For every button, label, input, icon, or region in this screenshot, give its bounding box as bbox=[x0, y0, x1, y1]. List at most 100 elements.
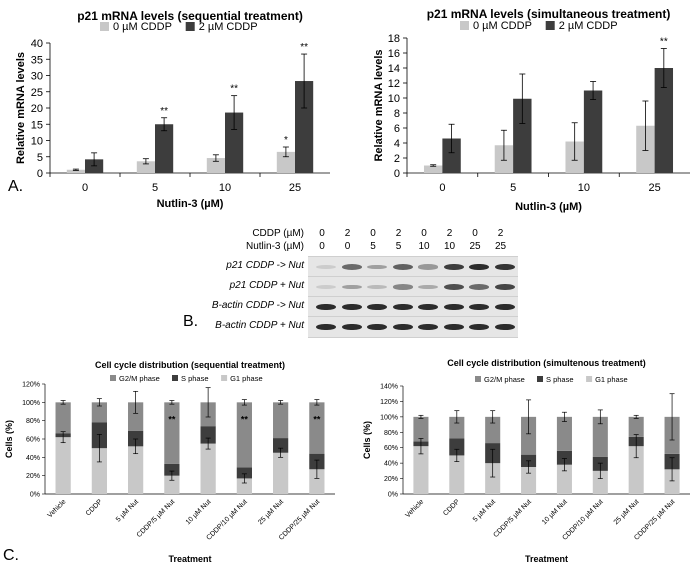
chartC2-category-4: 10 µM Nut bbox=[541, 498, 569, 526]
chartC2-bar-s2-c4 bbox=[556, 416, 572, 451]
chartC1-category-5: CDDP/10 µM Nut bbox=[206, 498, 249, 541]
blot-header-value-1-4: 10 bbox=[418, 241, 430, 252]
blot-band-0-2 bbox=[367, 264, 387, 270]
chartA2-category-3: 25 bbox=[649, 182, 661, 194]
chartA2-bar-s0-c0 bbox=[423, 165, 443, 173]
blot-band-0-1 bbox=[341, 264, 362, 270]
chartA2-bar-s1-c3 bbox=[654, 68, 674, 173]
blot-header-name-1: Nutlin-3 (µM) bbox=[246, 241, 304, 252]
blot-header-value-1-6: 25 bbox=[469, 241, 481, 252]
chartA2-category-1: 5 bbox=[510, 182, 516, 194]
chartC2-bar-s0-c0 bbox=[413, 446, 429, 494]
chartA2-legend-swatch-0 bbox=[460, 21, 469, 30]
chartC1-ytick-label-5: 100% bbox=[22, 400, 40, 407]
blot-band-0-3 bbox=[392, 264, 413, 270]
chartC1-ytick-label-4: 80% bbox=[26, 418, 40, 425]
blot-band-0-0 bbox=[316, 264, 336, 270]
chartA1-title: p21 mRNA levels (sequential treatment) bbox=[77, 9, 303, 23]
chartA2-legend-swatch-1 bbox=[545, 21, 555, 30]
chartC2-ytick-label-5: 100% bbox=[380, 414, 398, 421]
chartA2-bar-s1-c2 bbox=[583, 90, 603, 173]
chartC2-ytick-label-2: 40% bbox=[384, 461, 398, 468]
panel-label-b: B. bbox=[183, 313, 199, 330]
chartA2-ytick-label-6: 12 bbox=[388, 78, 400, 90]
chartA1-annotation-1: ** bbox=[230, 84, 238, 95]
blot-band-2-7 bbox=[494, 303, 515, 311]
chartC2-bar-s2-c3 bbox=[521, 416, 537, 455]
chartA1-ytick-label-8: 40 bbox=[31, 38, 43, 50]
blot-band-1-1 bbox=[341, 284, 362, 290]
blot-band-2-6 bbox=[469, 303, 489, 311]
chartC1-legend-swatch-2 bbox=[110, 375, 116, 381]
chartA1-ytick-label-5: 25 bbox=[31, 87, 43, 99]
chartA2-bar-s1-c1 bbox=[513, 98, 532, 173]
blot-band-2-2 bbox=[367, 303, 387, 311]
chartA2-ytick-label-3: 6 bbox=[394, 123, 400, 135]
chartC2-bar-s1-c4 bbox=[556, 450, 572, 465]
chartA2-ytick-label-4: 8 bbox=[394, 108, 400, 120]
chartA1-legend-swatch-1 bbox=[185, 22, 195, 31]
chartC1-bar-s2-c7 bbox=[309, 402, 325, 454]
blot-label-3: B-actin CDDP + Nut bbox=[215, 320, 304, 331]
chartC1-bar-s0-c2 bbox=[128, 446, 144, 494]
chartA2-legend-label-1: 2 µM CDDP bbox=[559, 20, 618, 32]
chartC1-title: Cell cycle distribution (sequential trea… bbox=[95, 360, 285, 370]
chartC1-category-4: 10 µM Nut bbox=[185, 498, 213, 526]
chartC1-bar-s2-c0 bbox=[55, 402, 71, 434]
chartC2-bar-s1-c1 bbox=[449, 438, 465, 456]
chartC1-category-1: CDDP bbox=[85, 498, 104, 517]
blot-band-1-0 bbox=[316, 284, 336, 290]
chartC1-bar-s0-c1 bbox=[91, 448, 107, 494]
chartA1-category-0: 0 bbox=[82, 182, 88, 194]
chartA1-bar-s0-c0 bbox=[66, 169, 85, 173]
blot-band-0-4 bbox=[418, 264, 438, 270]
chartA2-category-0: 0 bbox=[439, 182, 445, 194]
chartC2-ylabel: Cells (%) bbox=[362, 421, 372, 459]
chartA1-ytick-label-6: 30 bbox=[31, 71, 43, 83]
chartC1-category-7: CDDP/25 µM Nut bbox=[278, 498, 321, 541]
chartA1-annotation-0: ** bbox=[160, 106, 168, 117]
chartC2-legend-label-0: G1 phase bbox=[595, 375, 628, 384]
blot-header-value-0-4: 0 bbox=[421, 228, 427, 239]
chartA1-bar-s1-c1 bbox=[155, 124, 174, 173]
chartC2-legend-label-2: G2/M phase bbox=[484, 375, 525, 384]
blot-label-2: B-actin CDDP -> Nut bbox=[211, 300, 304, 311]
chartC2-legend-swatch-2 bbox=[475, 376, 481, 382]
chartC1-bar-s2-c1 bbox=[91, 402, 107, 423]
chartA1-xlabel: Nutlin-3 (µM) bbox=[157, 198, 224, 210]
chartA2-bar-s1-c0 bbox=[442, 138, 461, 173]
chartC2-bar-s2-c0 bbox=[413, 416, 429, 442]
blot-header-value-1-1: 0 bbox=[344, 241, 351, 252]
chartA1-ytick-label-7: 35 bbox=[31, 54, 43, 66]
blot-band-2-5 bbox=[443, 303, 464, 311]
chartC2-title: Cell cycle distribution (simultenous tre… bbox=[447, 358, 646, 368]
chartA1-category-3: 25 bbox=[289, 182, 301, 194]
blot-header-value-1-3: 5 bbox=[395, 241, 402, 252]
chartC1-bar-s0-c4 bbox=[200, 443, 216, 494]
blot-band-0-7 bbox=[494, 263, 515, 271]
chartA1-bar-s0-c1 bbox=[136, 161, 155, 173]
chartC1-ylabel: Cells (%) bbox=[4, 420, 14, 458]
chartA2-xlabel: Nutlin-3 (µM) bbox=[515, 201, 582, 213]
blot-band-0-5 bbox=[443, 263, 464, 271]
chartC1-bar-s1-c2 bbox=[128, 430, 144, 447]
blot-band-2-0 bbox=[316, 303, 336, 311]
chartC2-bar-s2-c1 bbox=[449, 416, 465, 439]
chartC1-bar-s0-c5 bbox=[236, 478, 252, 494]
chartA1-category-2: 10 bbox=[219, 182, 231, 194]
chartA1-ytick-label-2: 10 bbox=[31, 136, 43, 148]
blot-band-2-3 bbox=[392, 303, 413, 311]
blot-strip-2 bbox=[308, 296, 518, 318]
blot-band-3-3 bbox=[392, 323, 413, 331]
blot-band-1-6 bbox=[469, 284, 489, 290]
chartA1-ytick-label-4: 20 bbox=[31, 103, 43, 115]
blot-header-value-1-0: 0 bbox=[319, 241, 325, 252]
chartA2-ytick-label-0: 0 bbox=[394, 168, 400, 180]
chartC1-category-3: CDDP/5 µM Nut bbox=[136, 498, 177, 539]
blot-band-0-6 bbox=[469, 263, 489, 271]
chartA1-legend-label-1: 2 µM CDDP bbox=[199, 21, 258, 33]
chartC1-legend-label-0: G1 phase bbox=[230, 374, 263, 383]
chartA2-ylabel: Relative mRNA levels bbox=[373, 49, 385, 161]
chartC2-legend-swatch-0 bbox=[586, 376, 593, 382]
chartA1-legend-label-0: 0 µM CDDP bbox=[113, 21, 172, 33]
